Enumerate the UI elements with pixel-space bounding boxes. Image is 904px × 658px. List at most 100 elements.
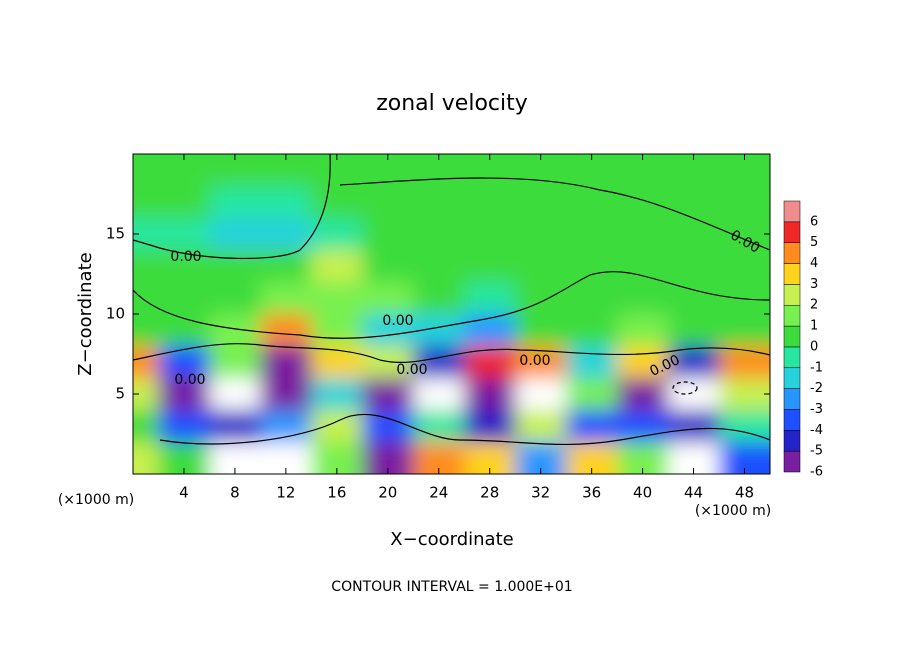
colorbar-label: 0 (810, 339, 818, 354)
contour-label: 0.00 (382, 313, 413, 329)
field-cell (668, 314, 721, 347)
field-cell (158, 250, 211, 283)
field-cell (464, 250, 517, 283)
field-cell (133, 314, 160, 347)
x-tick-label: 24 (429, 484, 448, 502)
x-tick-label: 48 (735, 484, 754, 502)
field-cell (133, 154, 160, 187)
field-cell (719, 346, 770, 379)
x-axis-label: X−coordinate (390, 529, 513, 550)
field-cell (464, 442, 517, 474)
contour-label: 0.00 (396, 362, 427, 378)
field-cell (719, 378, 770, 411)
field-cell (260, 250, 313, 283)
field-cell (260, 218, 313, 251)
field-cell (133, 442, 160, 474)
field-cell (413, 154, 466, 187)
field-cell (617, 346, 670, 379)
field-cell (209, 282, 262, 315)
field-cell (464, 410, 517, 443)
field-cell (413, 186, 466, 219)
field-cell (158, 410, 211, 443)
colorbar-label: 6 (810, 214, 818, 229)
field-cell (260, 314, 313, 347)
field-cell (311, 250, 364, 283)
x-tick-label: 20 (378, 484, 397, 502)
x-tick-label: 36 (582, 484, 601, 502)
colorbar-swatch (783, 450, 801, 473)
field-cell (515, 250, 568, 283)
field-cell (413, 346, 466, 379)
field-cell (566, 282, 619, 315)
field-cell (133, 186, 160, 219)
field-cell (158, 186, 211, 219)
field-cell (133, 410, 160, 443)
field-cell (362, 154, 415, 187)
field-cell (668, 410, 721, 443)
field-cell (158, 218, 211, 251)
field-cell (566, 314, 619, 347)
field-cell (133, 282, 160, 315)
field-cell (515, 442, 568, 474)
field-cell (209, 378, 262, 411)
field-cell (566, 378, 619, 411)
colorbar-label: 2 (810, 298, 818, 313)
field-cell (260, 346, 313, 379)
field-cell (617, 442, 670, 474)
colorbar-label: 5 (810, 235, 818, 250)
field-cell (719, 186, 770, 219)
field-cell (464, 282, 517, 315)
field-cell (260, 410, 313, 443)
field-cell (719, 250, 770, 283)
field-cell (209, 154, 262, 187)
y-tick-label: 15 (106, 225, 125, 243)
field-cell (464, 378, 517, 411)
x-tick-label: 8 (230, 484, 240, 502)
field-cell (413, 410, 466, 443)
colorbar-label: -5 (810, 444, 823, 459)
field-cell (311, 378, 364, 411)
field-cell (515, 378, 568, 411)
contour-lines (133, 154, 770, 446)
field-cell (260, 282, 313, 315)
field-cell (311, 282, 364, 315)
field-cell (362, 410, 415, 443)
colorbar-swatch (783, 430, 801, 452)
x-unit: (×1000 m) (58, 492, 134, 508)
field-cell (158, 314, 211, 347)
field-cell (209, 442, 262, 474)
x-tick-label: 4 (179, 484, 189, 502)
field-cell (617, 314, 670, 347)
contour-label: 0.00 (170, 249, 201, 265)
colorbar-swatch (783, 304, 801, 327)
field-cell (260, 186, 313, 219)
field-cell (668, 154, 721, 187)
field-cell (209, 186, 262, 219)
y-axis-label: Z−coordinate (75, 252, 96, 375)
field-cell (413, 442, 466, 474)
field-cell (515, 154, 568, 187)
y-tick-label: 5 (115, 385, 125, 403)
field-cell (464, 218, 517, 251)
field-cell (209, 250, 262, 283)
field-cell (311, 218, 364, 251)
field-cell (362, 218, 415, 251)
colorbar-swatch (783, 200, 801, 223)
chart-title: zonal velocity (376, 91, 528, 116)
contour-label: 0.00 (519, 353, 550, 369)
x-tick-label: 12 (276, 484, 295, 502)
colorbar-label: 4 (810, 256, 818, 271)
field-cell (566, 442, 619, 474)
field-cell (668, 442, 721, 474)
field-cell (260, 154, 313, 187)
field-cell (158, 154, 211, 187)
colorbar-label: 1 (810, 319, 818, 334)
field-cell (515, 410, 568, 443)
x-tick-label: 44 (684, 484, 703, 502)
field-cell (362, 250, 415, 283)
field-cell (362, 186, 415, 219)
field-cell (617, 250, 670, 283)
field-cell (362, 314, 415, 347)
field-cell (668, 218, 721, 251)
colorbar-label: -4 (810, 423, 823, 438)
